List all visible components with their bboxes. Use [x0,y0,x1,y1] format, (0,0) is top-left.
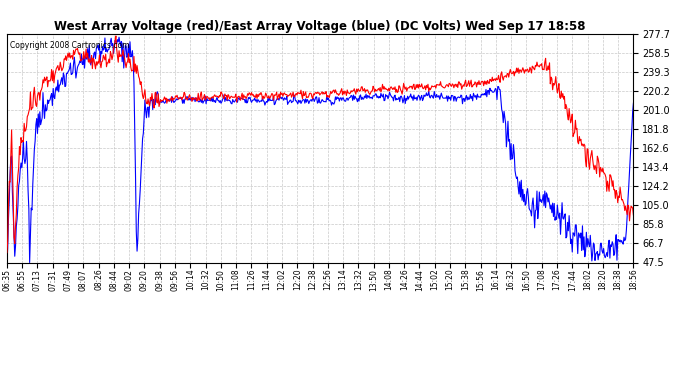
Text: Copyright 2008 Cartronics.com: Copyright 2008 Cartronics.com [10,40,130,50]
Title: West Array Voltage (red)/East Array Voltage (blue) (DC Volts) Wed Sep 17 18:58: West Array Voltage (red)/East Array Volt… [55,20,586,33]
